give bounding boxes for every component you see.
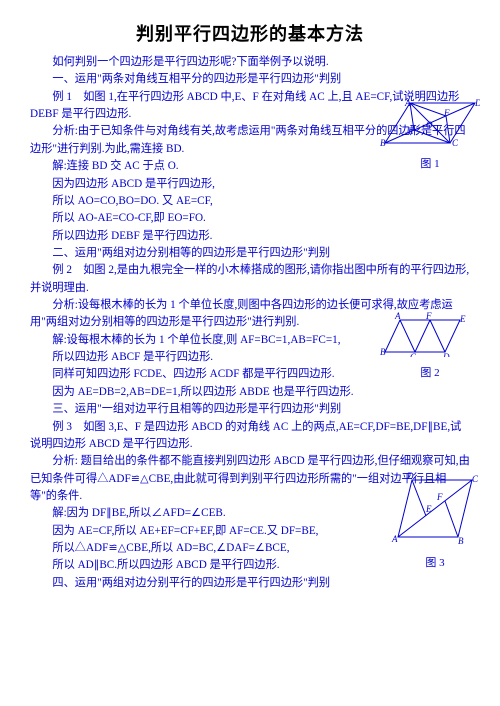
example-2: 例 2 如图 2,是由九根完全一样的小木棒搭成的图形,请你指出图中所有的平行四边…	[30, 262, 470, 297]
svg-text:A: A	[404, 98, 411, 108]
figure-3-caption: 图 3	[390, 554, 480, 570]
svg-text:B: B	[458, 536, 464, 546]
triangles-icon: A F E B C D	[380, 312, 480, 357]
svg-text:C: C	[410, 352, 417, 357]
example-1-solution-line: 所以 AO-AE=CO-CF,即 EO=FO.	[30, 210, 470, 227]
svg-text:B: B	[380, 347, 386, 357]
figure-2-caption: 图 2	[380, 364, 480, 380]
svg-text:A: A	[394, 312, 401, 321]
svg-text:D: D	[442, 352, 450, 357]
example-3: 例 3 如图 3,E、F 是四边形 ABCD 的对角线 AC 上的两点,AE=C…	[30, 419, 470, 454]
section-3-heading: 三、运用"一组对边平行且相等的四边形是平行四边形"判别	[30, 401, 470, 418]
example-1-solution-line: 所以四边形 DEBF 是平行四边形.	[30, 228, 470, 245]
svg-text:A: A	[391, 534, 398, 544]
svg-text:F: F	[443, 108, 450, 118]
example-2-solution-line: 因为 AE=DB=2,AB=DE=1,所以四边形 ABDE 也是平行四边形.	[30, 384, 470, 401]
quadrilateral-icon: D C A B E F	[390, 472, 480, 547]
parallelogram-icon: B C D A E O F	[380, 98, 480, 148]
svg-text:E: E	[425, 504, 432, 514]
figure-1: B C D A E O F 图 1	[380, 98, 480, 171]
svg-text:E: E	[407, 126, 414, 136]
svg-text:D: D	[474, 98, 480, 108]
figure-3: D C A B E F 图 3	[390, 472, 480, 570]
svg-text:C: C	[472, 474, 479, 484]
svg-text:E: E	[459, 314, 466, 324]
section-1-heading: 一、运用"两条对角线互相平分的四边形是平行四边形"判别	[30, 71, 470, 88]
figure-1-caption: 图 1	[380, 155, 480, 171]
example-1-solution-line: 所以 AO=CO,BO=DO. 又 AE=CF,	[30, 193, 470, 210]
svg-text:F: F	[436, 492, 443, 502]
svg-text:D: D	[406, 472, 414, 481]
svg-text:B: B	[380, 138, 386, 148]
example-1-solution-line: 因为四边形 ABCD 是平行四边形,	[30, 176, 470, 193]
svg-text:O: O	[426, 120, 433, 130]
page-title: 判别平行四边形的基本方法	[30, 20, 470, 46]
section-2-heading: 二、运用"两组对边分别相等的四边形是平行四边形"判别	[30, 245, 470, 262]
section-4-heading: 四、运用"两组对边分别平行的四边形是平行四边形"判别	[30, 575, 470, 592]
svg-text:F: F	[425, 312, 432, 321]
figure-2: A F E B C D 图 2	[380, 312, 480, 380]
svg-text:C: C	[452, 138, 459, 148]
intro-paragraph: 如何判别一个四边形是平行四边形呢?下面举例予以说明.	[30, 54, 470, 71]
